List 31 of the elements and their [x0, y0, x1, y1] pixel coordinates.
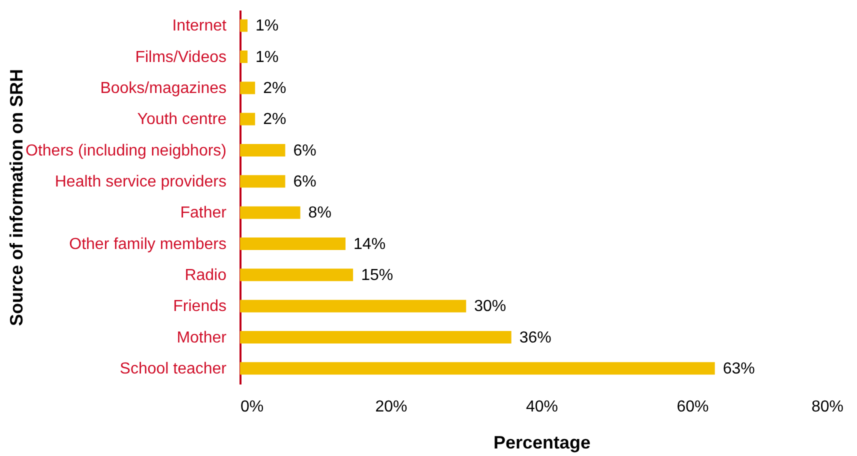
x-tick-label: 20% — [375, 398, 408, 416]
y-tick-label: Other family members — [69, 236, 226, 253]
x-tick-label: 60% — [676, 398, 709, 416]
data-label: 14% — [354, 236, 386, 253]
y-tick-label: Friends — [173, 298, 226, 316]
y-tick-label: Mother — [176, 329, 228, 346]
y-tick-label: Films/Videos — [135, 48, 226, 66]
data-label: 36% — [519, 329, 552, 346]
data-label: 2% — [263, 80, 286, 97]
y-tick-label: Internet — [172, 18, 228, 35]
y-tick-label: Health service providers — [54, 173, 226, 190]
y-tick-label: Others (including neigbhors) — [26, 142, 226, 160]
data-label: 6% — [293, 142, 316, 160]
x-tick-label: 0% — [240, 398, 264, 416]
data-label: 6% — [293, 173, 316, 190]
y-tick-label: Father — [180, 204, 228, 222]
x-tick-label: 40% — [526, 398, 558, 416]
data-label: 15% — [361, 266, 394, 284]
x-tick-label: 80% — [811, 398, 844, 416]
y-tick-label: Radio — [184, 266, 227, 284]
y-axis-title: Source of information on SRH — [6, 68, 26, 326]
y-tick-label: Books/magazines — [100, 80, 226, 97]
data-label: 63% — [722, 360, 755, 378]
x-axis-title: Percentage — [493, 432, 591, 452]
data-label: 1% — [256, 18, 279, 35]
data-label: 1% — [256, 48, 279, 66]
y-tick-label: School teacher — [120, 360, 228, 378]
data-label: 8% — [308, 204, 332, 222]
y-tick-label: Youth centre — [137, 111, 227, 128]
data-label: 30% — [474, 298, 506, 316]
data-label: 2% — [263, 111, 286, 128]
